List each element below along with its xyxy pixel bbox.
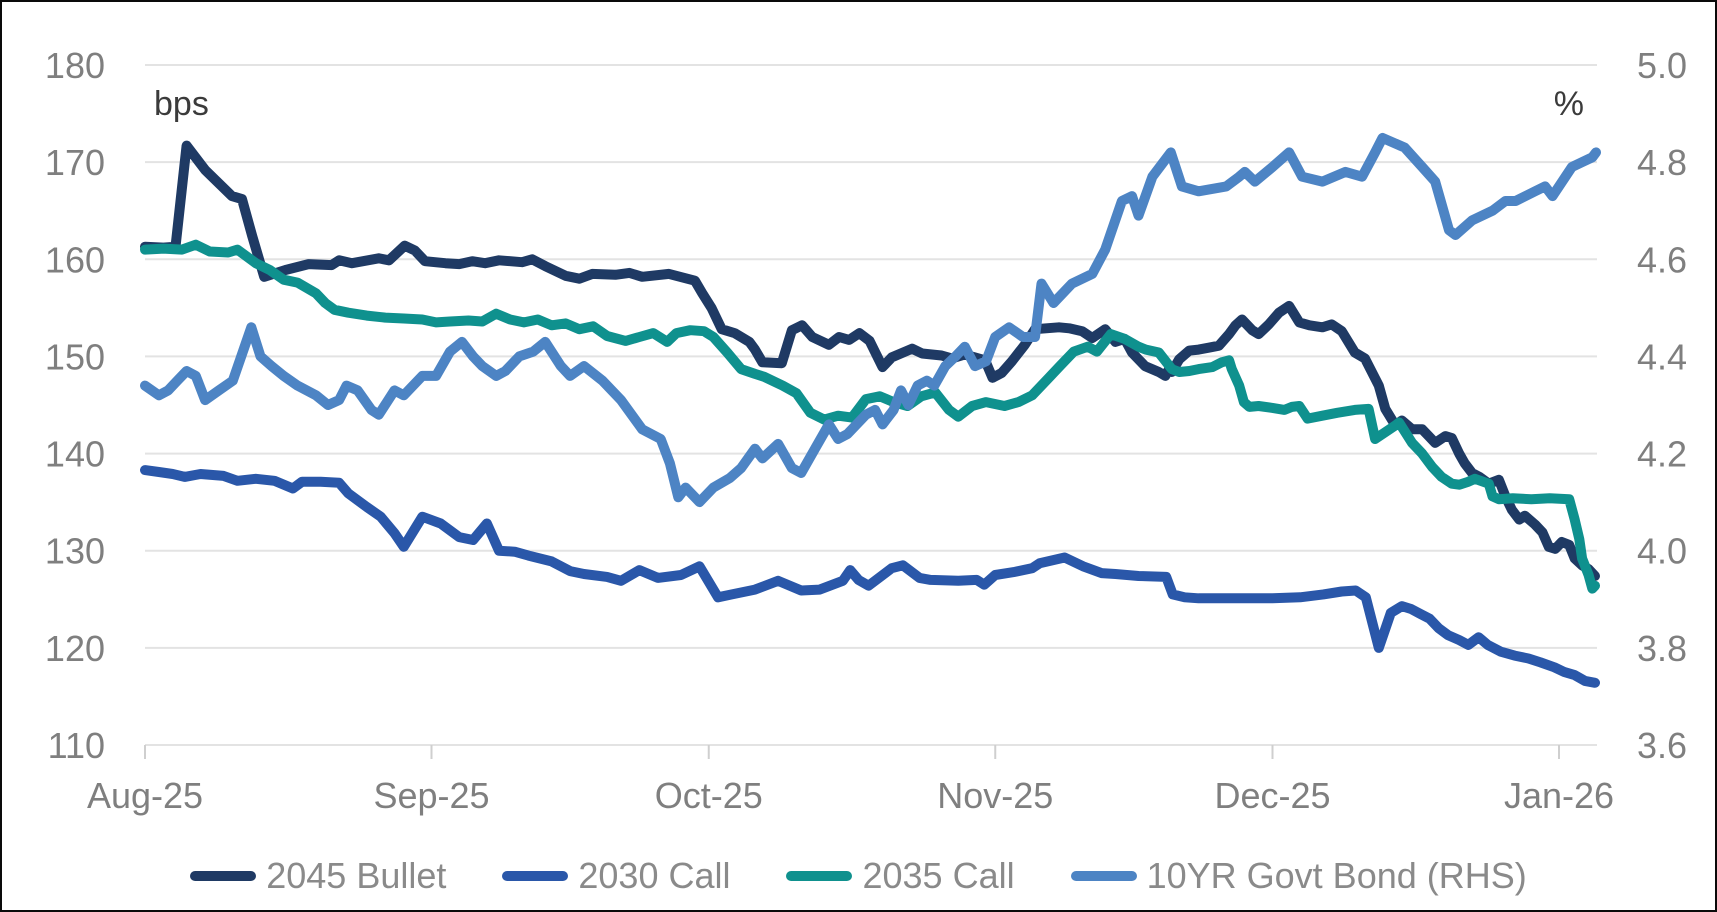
left-axis-tick-label: 130 [45,531,105,572]
left-axis-tick-label: 160 [45,239,105,280]
x-axis-tick-label: Sep-25 [373,775,489,816]
legend-item-10yr-govt-bond-rhs-: 10YR Govt Bond (RHS) [1070,855,1527,896]
axis-ticks: 180 5.0 170 4.8 160 4.6 150 4.4 140 4.2 130 4.0 120 3… [45,45,1687,816]
x-axis-tick-label: Jan-26 [1504,775,1614,816]
left-axis-tick-label: 140 [45,434,105,475]
series-line-2030-call [140,465,1600,688]
series-lines [140,132,1601,688]
left-axis-tick-label: 150 [45,336,105,377]
x-axis-tick-label: Aug-25 [87,775,203,816]
x-axis-tick-label: Dec-25 [1214,775,1330,816]
series-line-2045-bullet [140,140,1600,581]
right-axis-unit-label: % [1554,85,1584,123]
right-axis-tick-label: 3.6 [1637,725,1687,766]
legend-label: 10YR Govt Bond (RHS) [1146,855,1527,896]
right-axis-tick-label: 5.0 [1637,45,1687,86]
legend-label: 2045 Bullet [266,855,447,896]
legend-item-2035-call: 2035 Call [786,855,1015,896]
left-axis-tick-label: 170 [45,142,105,183]
legend-swatch-icon [502,871,569,881]
right-axis-tick-label: 4.6 [1637,239,1687,280]
left-axis-tick-label: 110 [48,725,105,766]
right-axis-tick-label: 4.4 [1637,336,1687,377]
right-axis-tick-label: 3.8 [1637,628,1687,669]
legend-item-2045-bullet: 2045 Bullet [190,858,446,894]
legend-item-2030-call: 2030 Call [502,858,730,894]
x-axis-tick-label: Oct-25 [655,775,763,816]
right-axis-tick-label: 4.8 [1637,142,1687,183]
left-axis-tick-label: 180 [45,45,105,86]
series-line-10yr-govt-bond-rhs- [140,132,1601,508]
right-axis-tick-label: 4.2 [1637,434,1687,475]
chart-legend: 2045 Bullet 2030 Call 2035 Call 10YR Govt B… [2,858,1715,894]
left-axis-tick-label: 120 [45,628,105,669]
right-axis-tick-label: 4.0 [1637,531,1687,572]
x-axis-tick-label: Nov-25 [937,775,1053,816]
series-line-2035-call [140,239,1600,594]
legend-swatch-icon [190,871,257,881]
legend-label: 2035 Call [862,855,1015,896]
left-axis-unit-label: bps [154,85,209,123]
legend-swatch-icon [786,871,853,881]
legend-swatch-icon [1070,871,1137,881]
legend-label: 2030 Call [578,855,731,896]
